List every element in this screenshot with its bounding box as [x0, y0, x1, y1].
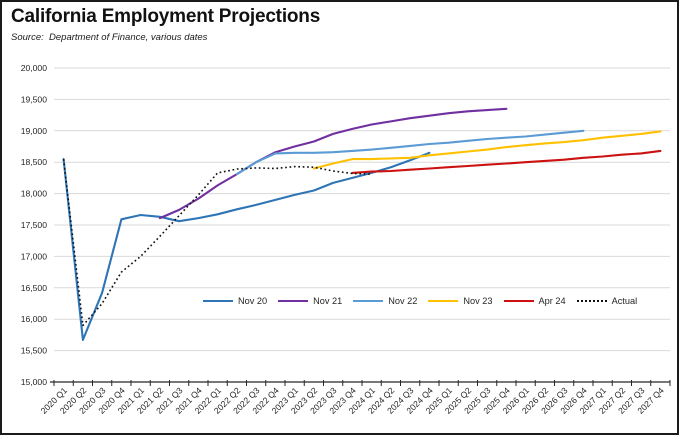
series-line-apr-24: [351, 149, 662, 174]
legend-swatch-nov-22: [353, 300, 384, 302]
legend-swatch-nov-23: [428, 300, 459, 302]
series-line-nov-20: [62, 151, 431, 341]
y-axis-label: 19,500: [21, 94, 48, 104]
series-line-nov-21: [158, 107, 508, 220]
chart-title: California Employment Projections: [11, 6, 321, 27]
y-axis-label: 20,000: [21, 63, 48, 73]
legend-label-apr-24: Apr 24: [538, 296, 566, 306]
legend-swatch-actual: [576, 300, 607, 302]
chart-legend: Nov 20 Nov 21 Nov 22 Nov 23 Apr 24 Actual: [203, 296, 637, 306]
legend-swatch-apr-24: [503, 300, 534, 302]
legend-item-nov-21: Nov 21: [278, 296, 342, 306]
legend-label-nov-22: Nov 22: [388, 296, 418, 306]
y-axis-label: 18,000: [21, 189, 48, 199]
legend-item-apr-24: Apr 24: [503, 296, 566, 306]
series-line-nov-22: [235, 129, 585, 176]
series-line-nov-23: [312, 130, 662, 170]
y-axis-label: 19,000: [21, 126, 48, 136]
y-axis-label: 17,500: [21, 220, 48, 230]
legend-swatch-nov-21: [278, 300, 309, 302]
y-axis-label: 15,000: [21, 377, 48, 387]
legend-item-nov-23: Nov 23: [428, 296, 493, 306]
chart-source-note: Source: Department of Finance, various d…: [11, 32, 208, 43]
series-line-actual: [62, 159, 372, 327]
y-axis-label: 15,500: [21, 346, 48, 356]
legend-item-actual: Actual: [576, 296, 638, 306]
y-axis-label: 16,500: [21, 283, 48, 293]
y-axis-label: 16,000: [21, 314, 48, 324]
legend-swatch-nov-20: [203, 300, 233, 302]
legend-label-nov-23: Nov 23: [463, 296, 493, 306]
legend-label-actual: Actual: [611, 296, 638, 306]
legend-item-nov-22: Nov 22: [353, 296, 417, 306]
legend-label-nov-20: Nov 20: [238, 296, 268, 306]
y-axis-label: 17,000: [21, 251, 48, 261]
y-axis-label: 18,500: [21, 157, 48, 167]
legend-label-nov-21: Nov 21: [313, 296, 343, 306]
legend-item-nov-20: Nov 20: [203, 296, 267, 306]
